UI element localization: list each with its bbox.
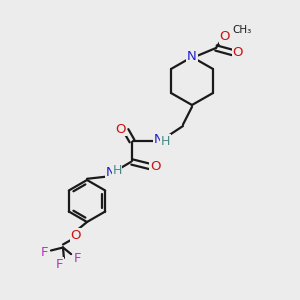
Text: F: F bbox=[41, 245, 49, 259]
Text: O: O bbox=[233, 46, 243, 59]
Text: N: N bbox=[187, 50, 197, 64]
Text: O: O bbox=[71, 229, 81, 242]
Text: N: N bbox=[106, 166, 115, 179]
Text: O: O bbox=[150, 160, 161, 173]
Text: F: F bbox=[74, 251, 81, 265]
Text: H: H bbox=[161, 135, 170, 148]
Text: F: F bbox=[56, 258, 64, 271]
Text: CH₃: CH₃ bbox=[232, 25, 251, 35]
Text: O: O bbox=[115, 122, 126, 136]
Text: O: O bbox=[220, 30, 230, 43]
Text: N: N bbox=[154, 133, 164, 146]
Text: H: H bbox=[112, 164, 122, 178]
